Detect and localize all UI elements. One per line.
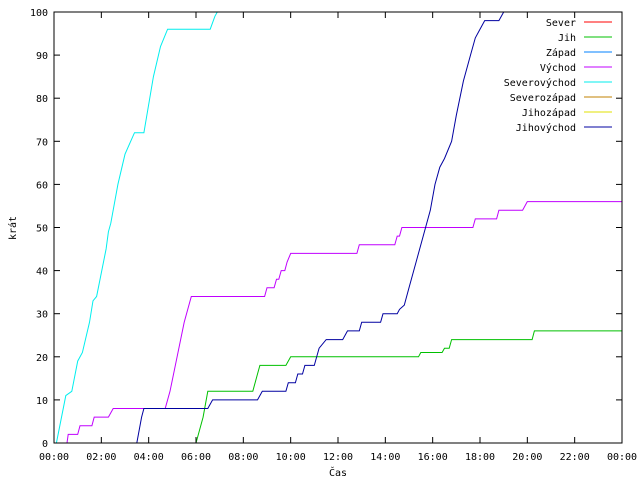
y-axis-label: krát xyxy=(7,216,19,240)
x-tick-label: 02:00 xyxy=(86,452,116,463)
plot-frame xyxy=(53,11,623,444)
x-tick-label: 10:00 xyxy=(276,452,306,463)
x-tick-label: 14:00 xyxy=(370,452,400,463)
legend-label: Severozápad xyxy=(510,92,576,104)
y-tick-label: 30 xyxy=(36,310,48,321)
y-tick-label: 0 xyxy=(42,439,48,450)
series-line xyxy=(55,11,218,444)
legend-label: Sever xyxy=(546,18,576,29)
y-tick-label: 10 xyxy=(36,396,48,407)
y-tick-label: 90 xyxy=(36,51,48,62)
y-tick-label: 100 xyxy=(30,8,48,19)
legend-label: Západ xyxy=(546,47,576,59)
legend-label: Jihozápad xyxy=(522,107,576,119)
legend-label: Východ xyxy=(540,62,576,74)
x-tick-label: 22:00 xyxy=(560,452,590,463)
legend-label: Severovýchod xyxy=(504,77,576,89)
x-tick-label: 00:00 xyxy=(607,452,637,463)
y-tick-label: 60 xyxy=(36,180,48,191)
y-tick-label: 80 xyxy=(36,94,48,105)
x-tick-label: 16:00 xyxy=(418,452,448,463)
x-tick-label: 20:00 xyxy=(512,452,542,463)
legend-label: Jihovýchod xyxy=(516,122,576,134)
legend-label: Jih xyxy=(558,33,576,44)
series-line xyxy=(136,11,505,444)
y-tick-label: 40 xyxy=(36,267,48,278)
plot-lines xyxy=(54,11,622,444)
x-tick-label: 00:00 xyxy=(39,452,69,463)
x-tick-label: 04:00 xyxy=(134,452,164,463)
series-line xyxy=(54,201,622,444)
axis-ticks: 00:00 02:00 04:00 06:00 08:00 10:00 12:00 14:00… xyxy=(30,8,637,463)
x-tick-label: 06:00 xyxy=(181,452,211,463)
y-tick-label: 70 xyxy=(36,137,48,148)
legend: Sever Jih Západ Východ Severovýchod Severozáp… xyxy=(504,18,612,134)
x-tick-label: 12:00 xyxy=(323,452,353,463)
x-tick-label: 18:00 xyxy=(465,452,495,463)
series-line xyxy=(195,330,622,444)
y-tick-label: 50 xyxy=(36,224,48,235)
x-tick-label: 08:00 xyxy=(228,452,258,463)
x-axis-label: Čas xyxy=(329,466,347,479)
y-tick-label: 20 xyxy=(36,353,48,364)
